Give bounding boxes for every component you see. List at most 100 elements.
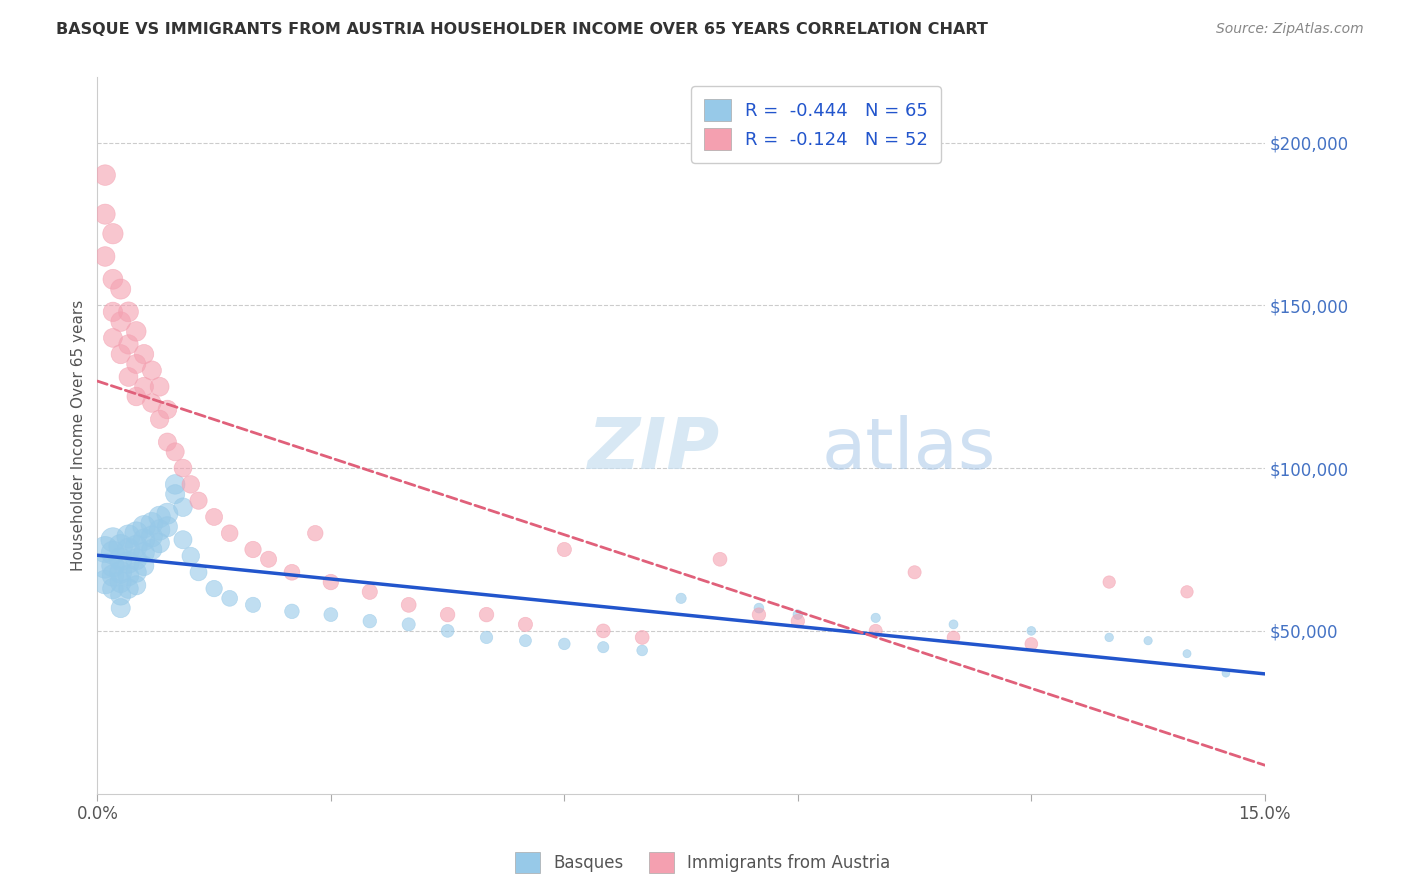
Point xyxy=(748,607,770,622)
Point xyxy=(172,500,194,515)
Point xyxy=(1215,666,1237,681)
Point xyxy=(149,523,172,537)
Point xyxy=(149,380,172,394)
Point xyxy=(202,510,225,524)
Point xyxy=(125,389,148,403)
Point xyxy=(1137,633,1160,648)
Text: ZIP: ZIP xyxy=(588,416,720,484)
Point xyxy=(132,380,155,394)
Point xyxy=(125,539,148,553)
Point xyxy=(110,601,132,615)
Point xyxy=(515,633,537,648)
Point xyxy=(125,357,148,371)
Point xyxy=(436,607,458,622)
Point xyxy=(709,552,731,566)
Point xyxy=(359,584,381,599)
Point xyxy=(132,546,155,560)
Point xyxy=(117,529,139,543)
Point xyxy=(94,207,117,221)
Point xyxy=(865,611,887,625)
Point xyxy=(141,529,163,543)
Point xyxy=(475,607,498,622)
Text: atlas: atlas xyxy=(821,416,995,484)
Point xyxy=(117,370,139,384)
Point xyxy=(110,588,132,602)
Point xyxy=(101,305,124,319)
Point xyxy=(281,604,304,618)
Point xyxy=(141,516,163,531)
Point xyxy=(436,624,458,638)
Point xyxy=(125,324,148,338)
Point xyxy=(218,526,240,541)
Point xyxy=(132,519,155,533)
Point xyxy=(110,347,132,361)
Text: BASQUE VS IMMIGRANTS FROM AUSTRIA HOUSEHOLDER INCOME OVER 65 YEARS CORRELATION C: BASQUE VS IMMIGRANTS FROM AUSTRIA HOUSEH… xyxy=(56,22,988,37)
Point xyxy=(94,575,117,590)
Point xyxy=(1098,575,1121,590)
Point xyxy=(242,542,264,557)
Point xyxy=(319,607,342,622)
Point xyxy=(319,575,342,590)
Point xyxy=(110,575,132,590)
Point xyxy=(94,168,117,182)
Point xyxy=(149,536,172,550)
Point xyxy=(359,614,381,628)
Point xyxy=(101,582,124,596)
Point xyxy=(117,542,139,557)
Point xyxy=(202,582,225,596)
Point xyxy=(117,568,139,582)
Point xyxy=(1175,584,1198,599)
Point xyxy=(515,617,537,632)
Point xyxy=(132,558,155,573)
Text: Source: ZipAtlas.com: Source: ZipAtlas.com xyxy=(1216,22,1364,37)
Point xyxy=(165,445,187,459)
Point xyxy=(125,578,148,592)
Legend: R =  -0.444   N = 65, R =  -0.124   N = 52: R = -0.444 N = 65, R = -0.124 N = 52 xyxy=(690,87,941,163)
Point xyxy=(1021,637,1043,651)
Point xyxy=(398,598,420,612)
Point xyxy=(101,558,124,573)
Point xyxy=(180,477,202,491)
Point xyxy=(165,477,187,491)
Point xyxy=(110,539,132,553)
Point xyxy=(101,331,124,345)
Point xyxy=(110,315,132,329)
Point xyxy=(149,412,172,426)
Point xyxy=(1021,624,1043,638)
Point xyxy=(156,519,179,533)
Point xyxy=(631,631,654,645)
Point xyxy=(553,542,575,557)
Point xyxy=(865,624,887,638)
Point xyxy=(475,631,498,645)
Point xyxy=(669,591,692,606)
Point xyxy=(631,643,654,657)
Point xyxy=(101,546,124,560)
Point xyxy=(110,566,132,580)
Point xyxy=(132,347,155,361)
Point xyxy=(592,624,614,638)
Point xyxy=(942,631,965,645)
Point xyxy=(903,566,925,580)
Point xyxy=(94,250,117,264)
Point xyxy=(125,552,148,566)
Point xyxy=(132,533,155,547)
Legend: Basques, Immigrants from Austria: Basques, Immigrants from Austria xyxy=(509,846,897,880)
Point xyxy=(281,566,304,580)
Point xyxy=(187,566,209,580)
Point xyxy=(156,507,179,521)
Point xyxy=(101,272,124,286)
Point xyxy=(398,617,420,632)
Point xyxy=(141,363,163,377)
Point xyxy=(1098,631,1121,645)
Point xyxy=(149,510,172,524)
Point xyxy=(156,402,179,417)
Point xyxy=(592,640,614,655)
Point xyxy=(218,591,240,606)
Point xyxy=(110,552,132,566)
Point xyxy=(110,282,132,296)
Point xyxy=(101,568,124,582)
Y-axis label: Householder Income Over 65 years: Householder Income Over 65 years xyxy=(72,300,86,571)
Point xyxy=(180,549,202,563)
Point xyxy=(94,558,117,573)
Point xyxy=(117,582,139,596)
